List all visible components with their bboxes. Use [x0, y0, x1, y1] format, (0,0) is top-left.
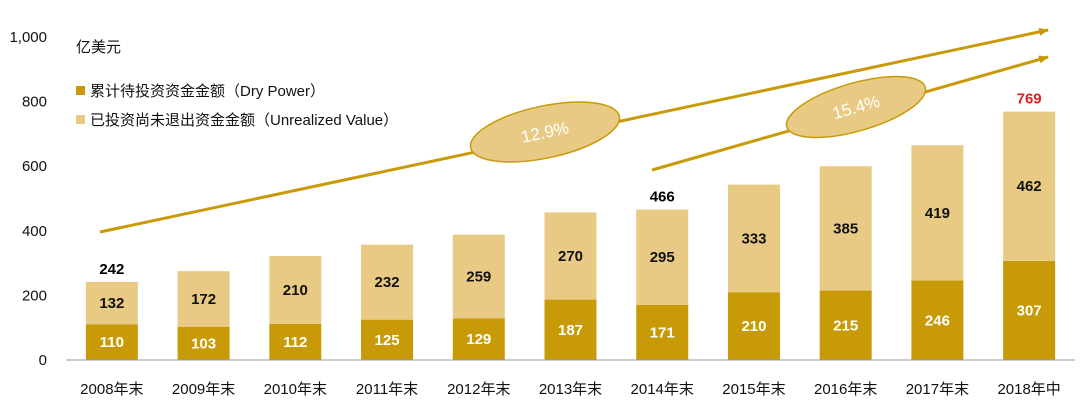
bar-value-label: 112 — [283, 334, 307, 351]
x-tick-label: 2013年末 — [539, 381, 602, 398]
legend: 累计待投资资金金额（Dry Power） 已投资尚未退出资金金额（Unreali… — [76, 83, 398, 129]
x-tick-label: 2018年中 — [997, 381, 1060, 398]
bar-segment-s1-4 — [452, 234, 505, 319]
bar-segment-s1-0 — [85, 281, 138, 325]
bar-segment-s0-8 — [819, 290, 872, 360]
bar-segment-s1-3 — [361, 244, 414, 320]
legend-label-dry-power: 累计待投资资金金额（Dry Power） — [90, 83, 325, 100]
x-tick-label: 2014年末 — [631, 381, 694, 398]
cagr-ellipse — [469, 101, 621, 163]
value-labels: 110 132 103 172 112 210 125 232 129 259 187 270 171 2… — [99, 91, 1041, 353]
bar-segment-s1-7 — [727, 184, 780, 293]
y-tick-label: 0 — [39, 352, 47, 369]
x-axis: 2008年末 2009年末 2010年末 2011年末 2012年末 2013年末 2014… — [66, 359, 1075, 398]
bar-segment-s0-5 — [544, 299, 597, 360]
bar-segment-s0-4 — [452, 318, 505, 360]
bar-value-label: 125 — [375, 332, 400, 349]
bar-value-label: 210 — [741, 318, 766, 335]
y-tick-label: 1,000 — [9, 29, 47, 46]
bar-value-label: 129 — [466, 331, 491, 348]
bar-segment-s1-1 — [177, 271, 230, 327]
bar-segment-s0-10 — [1003, 260, 1056, 360]
legend-swatch-dry-power — [76, 86, 85, 95]
bar-value-label: 246 — [925, 312, 950, 329]
y-tick-label: 800 — [22, 94, 47, 111]
x-tick-label: 2015年末 — [722, 381, 785, 398]
bar-value-label: 333 — [741, 230, 766, 247]
bar-value-label: 187 — [558, 322, 583, 339]
legend-label-unrealized-value: 已投资尚未退出资金金额（Unrealized Value） — [90, 112, 398, 129]
trend-annotations: 12.9%15.4% — [99, 27, 1049, 234]
bar-total-label: 242 — [99, 261, 124, 278]
bar-value-label: 110 — [100, 334, 124, 351]
y-axis: 0 200 400 600 800 1,000 — [9, 29, 47, 369]
bar-value-label: 462 — [1017, 178, 1042, 195]
bar-value-label: 171 — [650, 324, 675, 341]
bar-value-label: 307 — [1017, 302, 1042, 319]
bar-value-label: 172 — [191, 291, 216, 308]
bar-segment-s1-10 — [1003, 111, 1056, 261]
bar-value-label: 270 — [558, 248, 583, 265]
bar-value-label: 385 — [833, 220, 858, 237]
x-tick-label: 2011年末 — [356, 381, 418, 398]
bar-value-label: 132 — [99, 295, 124, 312]
bar-value-label: 232 — [375, 274, 400, 291]
bar-value-label: 419 — [925, 205, 950, 222]
bar-segment-s0-7 — [727, 292, 780, 360]
bar-segment-s0-0 — [85, 324, 138, 360]
bar-segment-s0-6 — [636, 304, 689, 360]
bar-segment-s0-2 — [269, 323, 322, 360]
bar-value-label: 215 — [833, 317, 858, 334]
bar-segment-s1-2 — [269, 255, 322, 324]
bar-segment-s1-9 — [911, 145, 964, 281]
bar-segment-s1-8 — [819, 166, 872, 291]
legend-swatch-unrealized-value — [76, 115, 85, 124]
y-tick-label: 600 — [22, 158, 47, 175]
bar-total-label: 769 — [1017, 91, 1042, 108]
bar-segment-s0-1 — [177, 326, 230, 360]
bar-segment-s0-3 — [361, 319, 414, 360]
bar-total-label: 466 — [650, 188, 675, 205]
x-tick-label: 2008年末 — [80, 381, 143, 398]
x-tick-label: 2010年末 — [264, 381, 327, 398]
x-tick-label: 2012年末 — [447, 381, 510, 398]
bar-segment-s1-6 — [636, 209, 689, 305]
bar-value-label: 103 — [191, 335, 216, 352]
y-tick-label: 200 — [22, 287, 47, 304]
bar-value-label: 210 — [283, 282, 308, 299]
bar-value-label: 295 — [650, 249, 675, 266]
y-tick-label: 400 — [22, 223, 47, 240]
x-tick-label: 2017年末 — [906, 381, 969, 398]
bar-value-label: 259 — [466, 269, 491, 286]
x-tick-label: 2009年末 — [172, 381, 235, 398]
x-tick-label: 2016年末 — [814, 381, 877, 398]
bars — [85, 111, 1056, 360]
cagr-ellipse — [785, 75, 927, 139]
bar-segment-s1-5 — [544, 212, 597, 300]
unit-label: 亿美元 — [76, 39, 121, 56]
bar-segment-s0-9 — [911, 280, 964, 360]
